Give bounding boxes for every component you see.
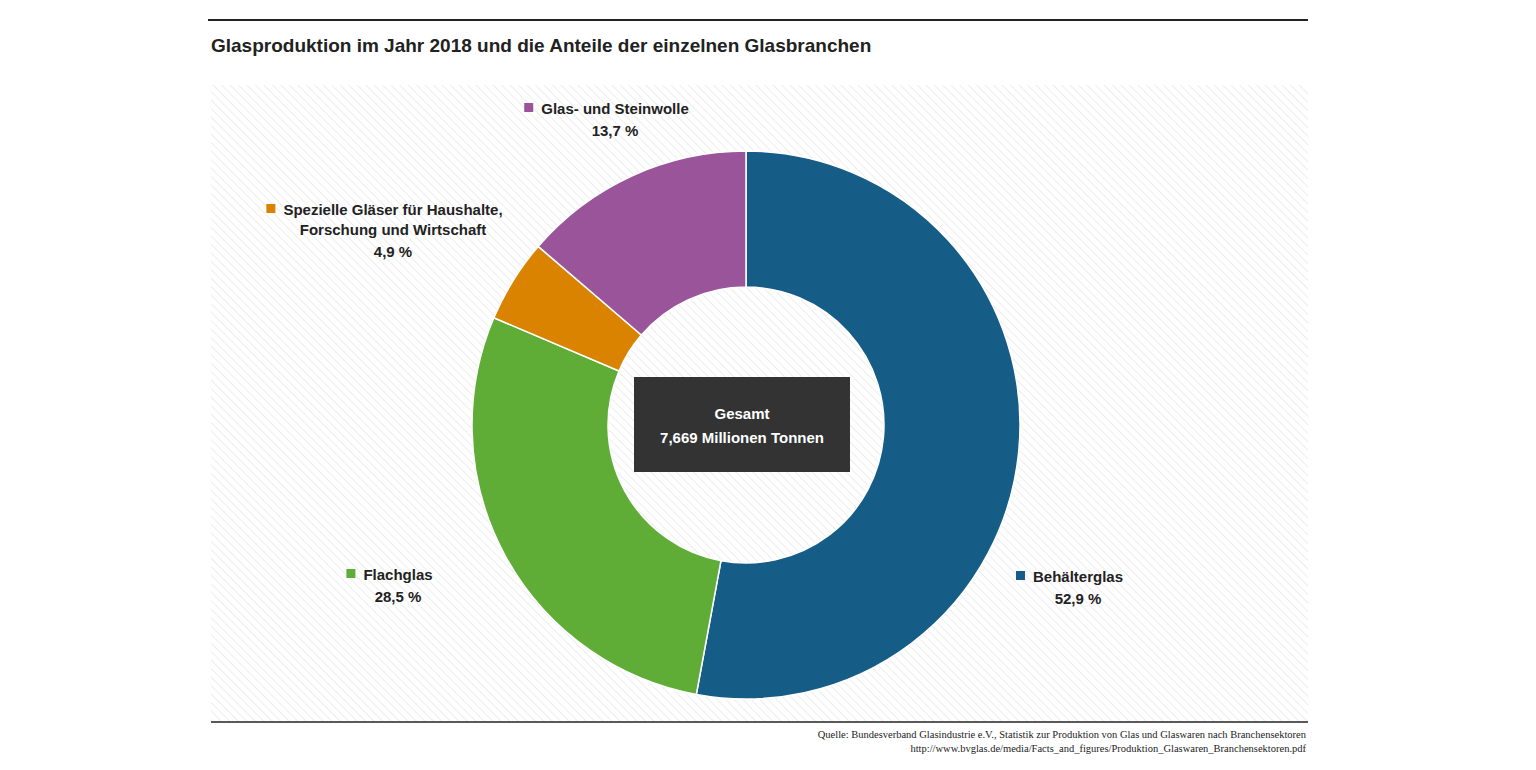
label-marker — [346, 569, 355, 578]
slice — [538, 151, 746, 335]
category-label: Glas- und Steinwolle — [541, 100, 689, 117]
title: Glasproduktion im Jahr 2018 und die Ante… — [211, 35, 871, 56]
value-label: 13,7 % — [592, 122, 639, 139]
category-label: Spezielle Gläser für Haushalte,Forschung… — [283, 201, 502, 238]
value-label: 52,9 % — [1055, 590, 1102, 607]
label-marker — [524, 103, 533, 112]
label-marker — [266, 204, 275, 213]
category-label: Behälterglas — [1033, 568, 1123, 585]
center-box — [634, 377, 850, 472]
value-label: 28,5 % — [375, 588, 422, 605]
label-marker — [1016, 571, 1025, 580]
source: http://www.bvglas.de/media/Facts_and_fig… — [910, 743, 1306, 754]
center-label: 7,669 Millionen Tonnen — [660, 429, 824, 446]
source: Quelle: Bundesverband Glasindustrie e.V.… — [818, 729, 1307, 740]
center-label: Gesamt — [714, 405, 769, 422]
plot-background — [211, 85, 1308, 721]
top-rule — [208, 19, 1308, 21]
donut: Gesamt 7,669 Millionen Tonnen Behälterglas… — [266, 100, 1123, 699]
category-label: Flachglas — [363, 566, 432, 583]
chart: Glasproduktion im Jahr 2018 und die Ante… — [0, 0, 1536, 770]
bottom-rule — [211, 721, 1308, 723]
slice — [472, 318, 721, 695]
value-label: 4,9 % — [374, 243, 412, 260]
